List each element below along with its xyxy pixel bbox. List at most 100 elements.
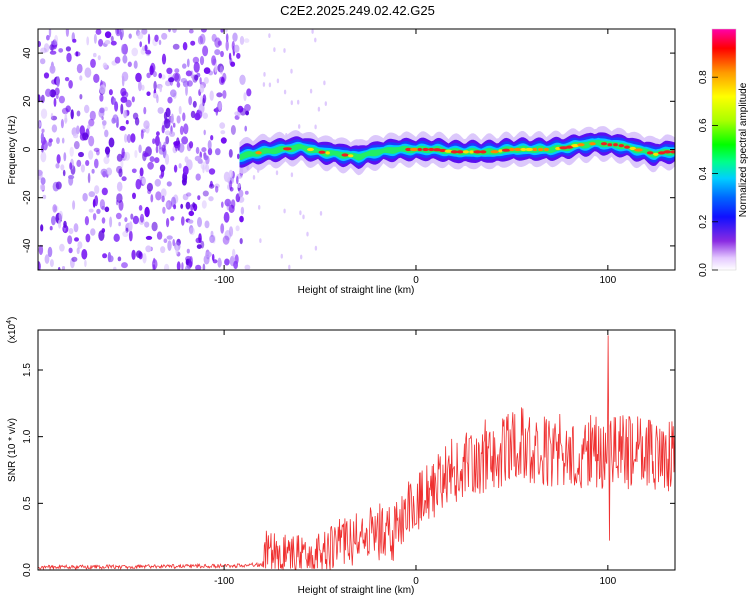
noise-blob bbox=[117, 256, 122, 262]
noise-blob bbox=[121, 147, 125, 159]
noise-blob bbox=[283, 208, 286, 214]
noise-blob bbox=[159, 164, 166, 172]
noise-blob bbox=[236, 176, 239, 185]
ridge-core-segment bbox=[462, 150, 469, 154]
noise-blob bbox=[69, 146, 74, 157]
noise-blob bbox=[205, 251, 212, 258]
noise-blob bbox=[72, 200, 76, 210]
noise-blob bbox=[53, 205, 59, 212]
noise-blob bbox=[244, 104, 251, 112]
noise-blobs bbox=[38, 29, 327, 270]
ridge-core-segment bbox=[498, 149, 503, 153]
noise-blob bbox=[143, 152, 149, 157]
noise-blob bbox=[133, 60, 138, 69]
noise-blob bbox=[90, 228, 96, 236]
noise-blob bbox=[84, 67, 92, 78]
noise-blob bbox=[165, 201, 170, 209]
noise-blob bbox=[161, 144, 166, 152]
noise-blob bbox=[76, 63, 83, 74]
noise-blob bbox=[97, 55, 101, 61]
ridge-core-segment bbox=[520, 147, 527, 152]
noise-blob bbox=[205, 164, 210, 173]
noise-blob bbox=[120, 96, 128, 103]
noise-blob bbox=[147, 33, 151, 45]
noise-blob bbox=[125, 120, 129, 125]
noise-blob bbox=[99, 84, 106, 94]
noise-blob bbox=[178, 105, 182, 115]
noise-blob bbox=[131, 47, 138, 57]
noise-blob bbox=[156, 131, 160, 136]
noise-blob bbox=[186, 80, 193, 87]
noise-blob bbox=[72, 38, 77, 43]
noise-blob bbox=[164, 118, 171, 129]
noise-blob bbox=[128, 230, 133, 242]
noise-blob bbox=[203, 77, 209, 84]
noise-blob bbox=[85, 233, 91, 243]
noise-blob bbox=[79, 75, 83, 81]
noise-blob bbox=[84, 104, 90, 114]
ridge-core-segment bbox=[283, 147, 292, 151]
noise-blob bbox=[141, 29, 148, 35]
noise-blob bbox=[230, 125, 236, 135]
noise-blob bbox=[195, 264, 202, 270]
noise-blob bbox=[48, 29, 52, 38]
noise-blob bbox=[38, 261, 41, 270]
noise-blob bbox=[228, 52, 232, 61]
noise-blob bbox=[130, 213, 134, 220]
noise-blob bbox=[38, 120, 42, 128]
noise-blob bbox=[176, 261, 181, 270]
noise-blob bbox=[50, 115, 58, 121]
noise-blob bbox=[290, 68, 293, 74]
noise-blob bbox=[49, 226, 53, 231]
noise-blob bbox=[139, 167, 144, 177]
noise-blob bbox=[125, 99, 132, 108]
noise-blob bbox=[139, 41, 142, 48]
noise-blob bbox=[126, 110, 130, 116]
noise-blob bbox=[158, 39, 162, 46]
noise-blob bbox=[103, 156, 110, 165]
noise-blob bbox=[200, 29, 207, 33]
noise-blob bbox=[160, 246, 166, 254]
noise-blob bbox=[138, 81, 142, 92]
snr-x-label: Height of straight line (km) bbox=[298, 585, 415, 596]
noise-blob bbox=[189, 227, 196, 236]
noise-blob bbox=[82, 132, 89, 141]
noise-blob bbox=[123, 151, 131, 161]
noise-blob bbox=[40, 47, 47, 54]
noise-blob bbox=[237, 183, 241, 188]
noise-blob bbox=[181, 178, 187, 186]
spectrogram-x-label: Height of straight line (km) bbox=[298, 285, 415, 296]
noise-blob bbox=[202, 45, 209, 57]
noise-blob bbox=[154, 34, 159, 42]
x-tick-label: 100 bbox=[600, 275, 617, 286]
noise-blob bbox=[189, 256, 194, 266]
noise-blob bbox=[42, 139, 48, 151]
noise-blob bbox=[225, 40, 229, 51]
noise-blob bbox=[87, 172, 91, 184]
noise-blob bbox=[79, 94, 83, 100]
noise-blob bbox=[259, 238, 262, 244]
noise-blob bbox=[135, 178, 142, 190]
noise-blob bbox=[41, 128, 45, 133]
colorbar-tick-label: 0.6 bbox=[698, 118, 709, 132]
noise-blob bbox=[127, 61, 132, 68]
noise-blob bbox=[132, 112, 139, 120]
noise-blob bbox=[186, 58, 190, 68]
noise-blob bbox=[152, 71, 157, 78]
noise-blob bbox=[40, 151, 47, 163]
noise-blob bbox=[164, 263, 170, 270]
noise-blob bbox=[188, 141, 194, 149]
noise-blob bbox=[61, 107, 69, 115]
noise-blob bbox=[190, 40, 196, 46]
noise-blob bbox=[76, 247, 80, 255]
noise-blob bbox=[244, 125, 247, 132]
snr-series-line bbox=[38, 335, 675, 570]
noise-blob bbox=[239, 35, 245, 45]
y-tick-label: 20 bbox=[22, 95, 33, 107]
colorbar-frame bbox=[711, 28, 737, 271]
ridge-core-segment bbox=[618, 144, 625, 148]
noise-blob bbox=[192, 202, 196, 208]
noise-blob bbox=[180, 203, 184, 209]
noise-blob bbox=[147, 161, 154, 170]
